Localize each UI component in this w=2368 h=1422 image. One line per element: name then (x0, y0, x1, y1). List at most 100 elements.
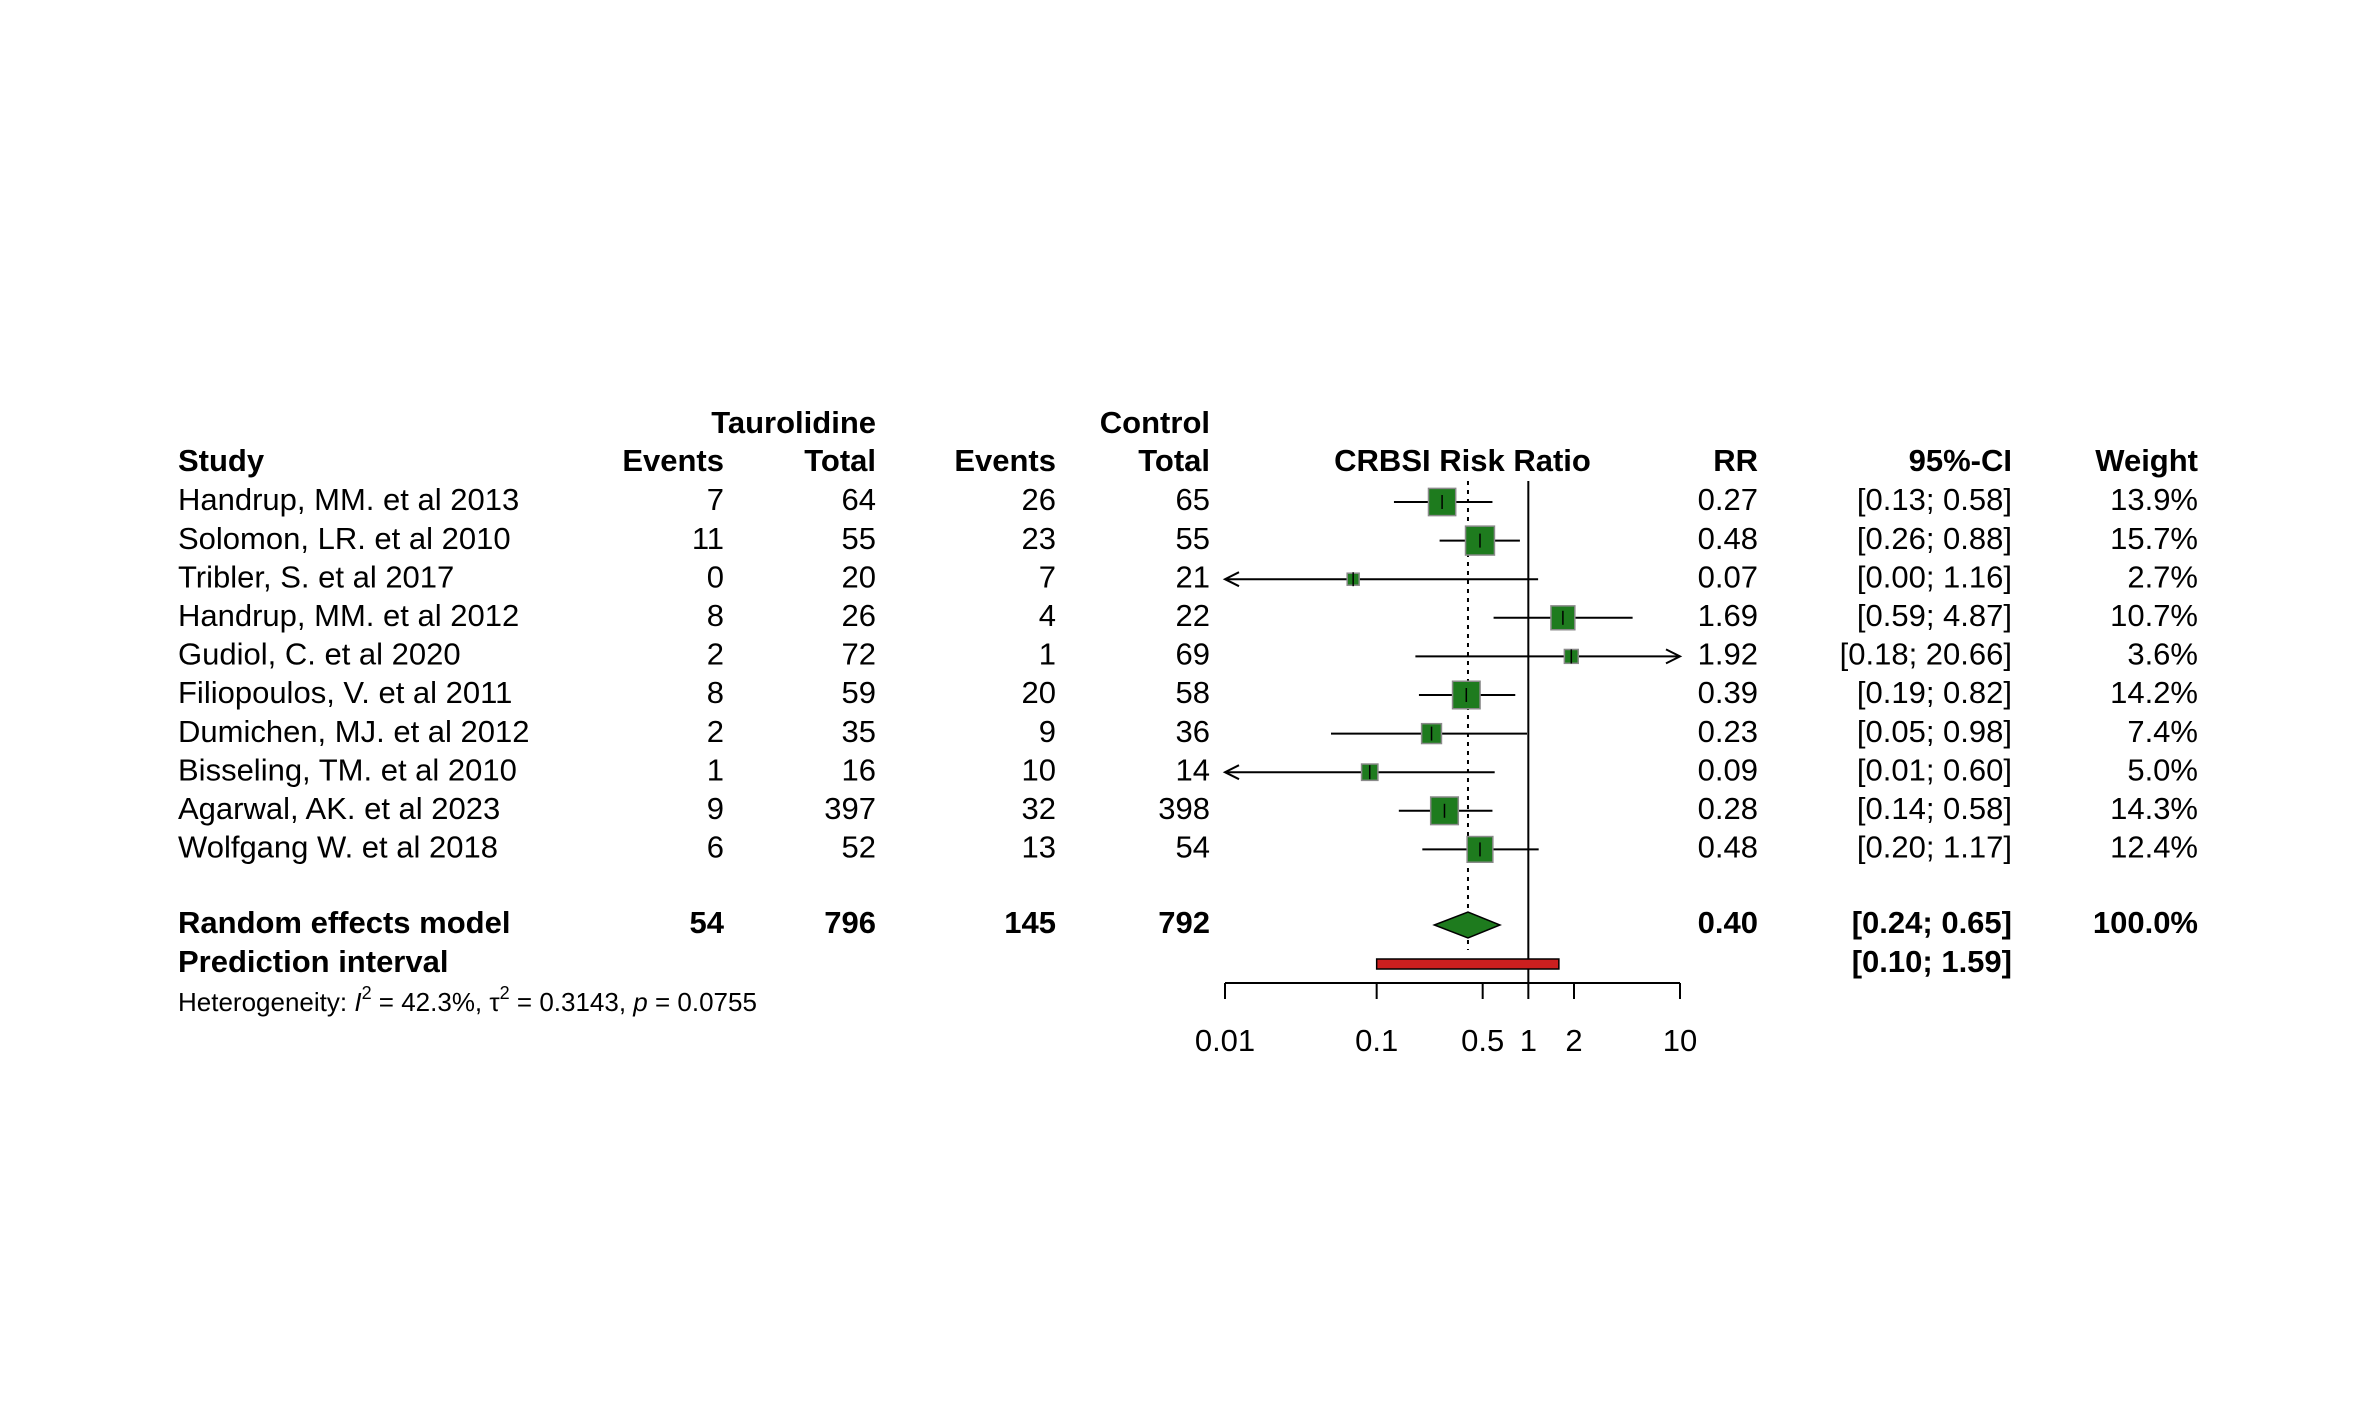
study-name: Dumichen, MJ. et al 2012 (178, 714, 530, 749)
treatment-events: 11 (692, 521, 724, 556)
treatment-events: 2 (707, 714, 724, 749)
weight-value: 5.0% (2127, 752, 2198, 787)
treatment-total: 55 (842, 521, 876, 556)
x-tick-label: 0.5 (1461, 1023, 1504, 1058)
treatment-events: 2 (707, 637, 724, 672)
ci-clip-arrow-right (1665, 648, 1683, 665)
risk-ratio-value: 0.48 (1698, 521, 1758, 556)
study-row: Solomon, LR. et al 2010 11 55 23 55 0.48 [0.26… (178, 521, 2198, 556)
confidence-interval-value: [0.01; 0.60] (1857, 752, 2012, 787)
column-header-treatment-events: Events (622, 443, 724, 478)
confidence-interval-value: [0.13; 0.58] (1857, 482, 2012, 517)
study-row: Wolfgang W. et al 2018 6 52 13 54 0.48 [0.20; … (178, 830, 2198, 865)
study-row: Tribler, S. et al 2017 0 20 7 21 0.07 [0.00; 1… (178, 559, 2198, 594)
study-name: Handrup, MM. et al 2012 (178, 598, 519, 633)
study-rows: Handrup, MM. et al 2013 7 64 26 65 0.27 [0.13;… (178, 482, 2198, 979)
summary-treatment-events: 54 (690, 905, 725, 940)
study-row: Handrup, MM. et al 2013 7 64 26 65 0.27 [0.13;… (178, 482, 2198, 517)
treatment-total: 72 (842, 637, 876, 672)
control-total: 14 (1176, 752, 1210, 787)
summary-treatment-total: 796 (824, 905, 876, 940)
column-header-ci: 95%-CI (1909, 443, 2012, 478)
ci-clip-arrow-left (1222, 571, 1240, 588)
control-total: 54 (1176, 830, 1210, 865)
prediction-interval-value: [0.10; 1.59] (1852, 944, 2012, 979)
risk-ratio-value: 1.69 (1698, 598, 1758, 633)
summary-control-events: 145 (1004, 905, 1056, 940)
control-events: 23 (1022, 521, 1056, 556)
weight-value: 14.3% (2110, 791, 2198, 826)
confidence-interval-value: [0.00; 1.16] (1857, 559, 2012, 594)
study-name: Solomon, LR. et al 2010 (178, 521, 511, 556)
risk-ratio-value: 0.07 (1698, 559, 1758, 594)
summary-diamond (1432, 911, 1502, 939)
treatment-total: 64 (842, 482, 876, 517)
heterogeneity-note: Heterogeneity: I2 = 42.3%, τ2 = 0.3143, … (178, 983, 757, 1017)
ci-clip-arrow-left (1222, 764, 1240, 781)
control-total: 65 (1176, 482, 1210, 517)
confidence-interval-value: [0.18; 20.66] (1840, 637, 2012, 672)
treatment-total: 16 (842, 752, 876, 787)
column-header-rr: RR (1713, 443, 1758, 478)
control-total: 58 (1176, 675, 1210, 710)
confidence-interval-value: [0.19; 0.82] (1857, 675, 2012, 710)
confidence-interval-value: [0.20; 1.17] (1857, 830, 2012, 865)
column-header-weight: Weight (2095, 443, 2198, 478)
study-name: Bisseling, TM. et al 2010 (178, 752, 517, 787)
weight-value: 2.7% (2127, 559, 2198, 594)
treatment-events: 9 (707, 791, 724, 826)
study-row: Bisseling, TM. et al 2010 1 16 10 14 0.09 [0.0… (178, 752, 2198, 787)
risk-ratio-value: 0.23 (1698, 714, 1758, 749)
study-row: Agarwal, AK. et al 2023 9 397 32 398 0.28 [0.1… (178, 791, 2198, 826)
study-row: Filiopoulos, V. et al 2011 8 59 20 58 0.39 [0.… (178, 675, 2198, 710)
summary-risk-ratio: 0.40 (1698, 905, 1758, 940)
weight-value: 7.4% (2127, 714, 2198, 749)
study-name: Tribler, S. et al 2017 (178, 559, 454, 594)
control-total: 55 (1176, 521, 1210, 556)
control-events: 32 (1022, 791, 1056, 826)
column-header-control-events: Events (954, 443, 1056, 478)
column-header-treatment-total: Total (804, 443, 876, 478)
control-total: 36 (1176, 714, 1210, 749)
control-total: 21 (1176, 559, 1210, 594)
confidence-interval-value: [0.26; 0.88] (1857, 521, 2012, 556)
treatment-total: 35 (842, 714, 876, 749)
weight-value: 12.4% (2110, 830, 2198, 865)
control-events: 10 (1022, 752, 1056, 787)
chart-title: CRBSI Risk Ratio (1334, 443, 1591, 478)
treatment-total: 20 (842, 559, 876, 594)
column-headers: Taurolidine Control Study Events Total Events… (178, 405, 2198, 478)
control-events: 20 (1022, 675, 1056, 710)
weight-value: 10.7% (2110, 598, 2198, 633)
x-axis: 0.01 0.1 0.5 1 2 10 (1195, 982, 1697, 1058)
weight-value: 14.2% (2110, 675, 2198, 710)
prediction-row: Prediction interval [0.10; 1.59] (178, 944, 2012, 979)
x-tick-label: 1 (1520, 1023, 1537, 1058)
summary-control-total: 792 (1158, 905, 1210, 940)
study-name: Wolfgang W. et al 2018 (178, 830, 498, 865)
weight-value: 3.6% (2127, 637, 2198, 672)
column-header-control-total: Total (1138, 443, 1210, 478)
study-name: Agarwal, AK. et al 2023 (178, 791, 500, 826)
summary-confidence-interval: [0.24; 0.65] (1852, 905, 2012, 940)
heterogeneity-text: Heterogeneity: I2 = 42.3%, τ2 = 0.3143, … (178, 983, 757, 1017)
risk-ratio-value: 0.09 (1698, 752, 1758, 787)
confidence-interval-value: [0.14; 0.58] (1857, 791, 2012, 826)
treatment-events: 0 (707, 559, 724, 594)
prediction-interval-label: Prediction interval (178, 944, 448, 979)
confidence-interval-value: [0.05; 0.98] (1857, 714, 2012, 749)
risk-ratio-value: 0.39 (1698, 675, 1758, 710)
summary-row: Random effects model 54 796 145 792 0.40 [0.24… (178, 905, 2198, 940)
x-tick-label: 2 (1565, 1023, 1582, 1058)
column-header-study: Study (178, 443, 265, 478)
prediction-interval-bar (1375, 958, 1560, 970)
treatment-total: 26 (842, 598, 876, 633)
control-total: 22 (1176, 598, 1210, 633)
summary-weight: 100.0% (2093, 905, 2198, 940)
study-row: Handrup, MM. et al 2012 8 26 4 22 1.69 [0.59; … (178, 598, 2198, 633)
group-header-treatment: Taurolidine (711, 405, 876, 440)
treatment-events: 1 (707, 752, 724, 787)
control-events: 9 (1039, 714, 1056, 749)
weight-value: 15.7% (2110, 521, 2198, 556)
